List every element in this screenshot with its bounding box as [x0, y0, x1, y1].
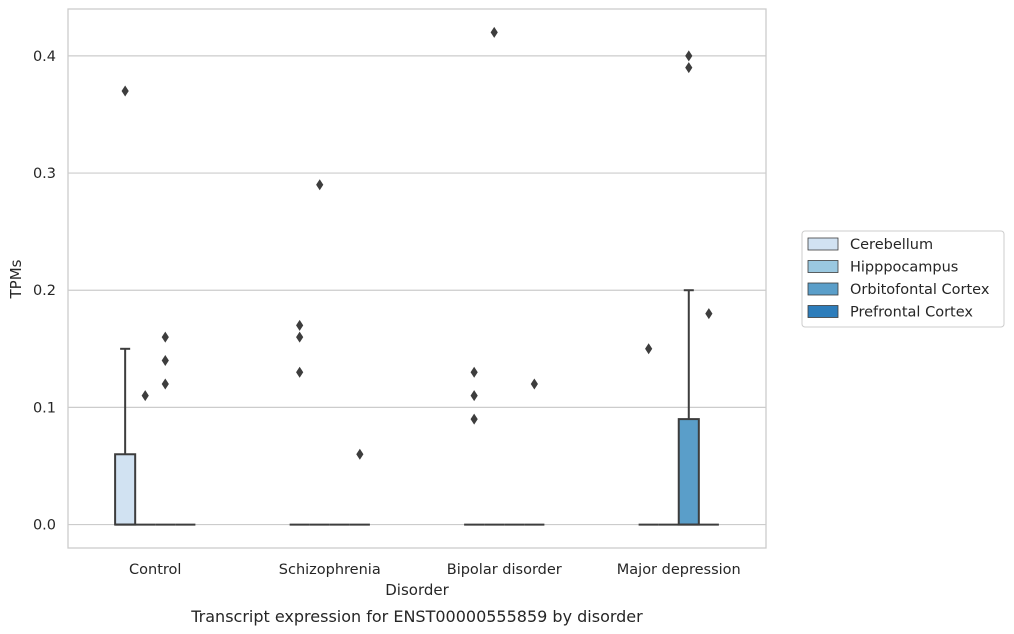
outlier-point	[296, 366, 304, 378]
outlier-point	[161, 331, 169, 343]
outlier-point	[470, 390, 478, 402]
y-axis-label: TPMs	[7, 259, 25, 299]
y-axis-ticks: 0.0 0.1 0.2 0.3 0.4	[33, 49, 56, 534]
x-tick-label: Bipolar disorder	[447, 562, 562, 578]
y-tick-label: 0.0	[33, 518, 56, 534]
legend-frame	[801, 230, 1005, 328]
legend-label: Cerebellum	[850, 237, 933, 253]
outlier-point	[470, 366, 478, 378]
outlier-point	[356, 448, 364, 460]
box-cerebellum	[289, 319, 310, 526]
legend-label: Hipppocampus	[850, 260, 958, 276]
outlier-point	[121, 85, 129, 97]
gridlines	[68, 55, 766, 526]
outlier-point	[316, 179, 324, 191]
box-body	[114, 453, 137, 526]
x-tick-label: Major depression	[617, 562, 741, 578]
outlier-point	[161, 355, 169, 367]
box-hipppocampus	[484, 26, 505, 526]
box-plot-area	[114, 26, 719, 526]
outlier-point	[685, 50, 693, 62]
x-tick-label: Schizophrenia	[279, 562, 381, 578]
outlier-point	[296, 319, 304, 331]
x-axis-ticks: Control Schizophrenia Bipolar disorder Majo…	[129, 562, 741, 578]
box-cerebellum	[114, 85, 137, 526]
chart-caption: Transcript expression for ENST0000055585…	[190, 607, 643, 626]
outlier-point	[645, 343, 653, 355]
outlier-point	[705, 308, 713, 320]
x-axis-label: Disorder	[385, 581, 449, 599]
legend-label: Prefrontal Cortex	[850, 305, 973, 321]
legend-swatch	[807, 305, 839, 318]
box-orbitofontal-cortex	[155, 331, 176, 526]
box-hipppocampus	[135, 390, 156, 526]
legend-label: Orbitofontal Cortex	[850, 282, 990, 298]
box-prefrontal-cortex	[349, 448, 370, 526]
y-tick-label: 0.3	[33, 166, 56, 182]
box-cerebellum	[464, 366, 485, 526]
legend-swatch	[807, 282, 839, 296]
legend-swatch	[807, 260, 839, 273]
box-cerebellum	[638, 343, 659, 526]
plot-frame	[67, 8, 767, 549]
box-prefrontal-cortex	[698, 308, 719, 526]
outlier-point	[490, 26, 498, 38]
y-tick-label: 0.2	[33, 283, 56, 299]
y-tick-label: 0.1	[33, 400, 56, 416]
outlier-point	[470, 413, 478, 425]
box-orbitofontal-cortex	[677, 50, 700, 526]
x-tick-label: Control	[129, 562, 181, 578]
outlier-point	[161, 378, 169, 390]
outlier-point	[685, 62, 693, 74]
outlier-point	[141, 390, 149, 402]
legend: Cerebellum Hipppocampus Orbitofontal Corte…	[801, 230, 1005, 328]
box-hipppocampus	[309, 179, 330, 526]
box-prefrontal-cortex	[524, 378, 545, 526]
outlier-point	[530, 378, 538, 390]
box-body	[677, 418, 700, 526]
outlier-point	[296, 331, 304, 343]
legend-swatch	[807, 237, 839, 251]
y-tick-label: 0.4	[33, 49, 56, 65]
